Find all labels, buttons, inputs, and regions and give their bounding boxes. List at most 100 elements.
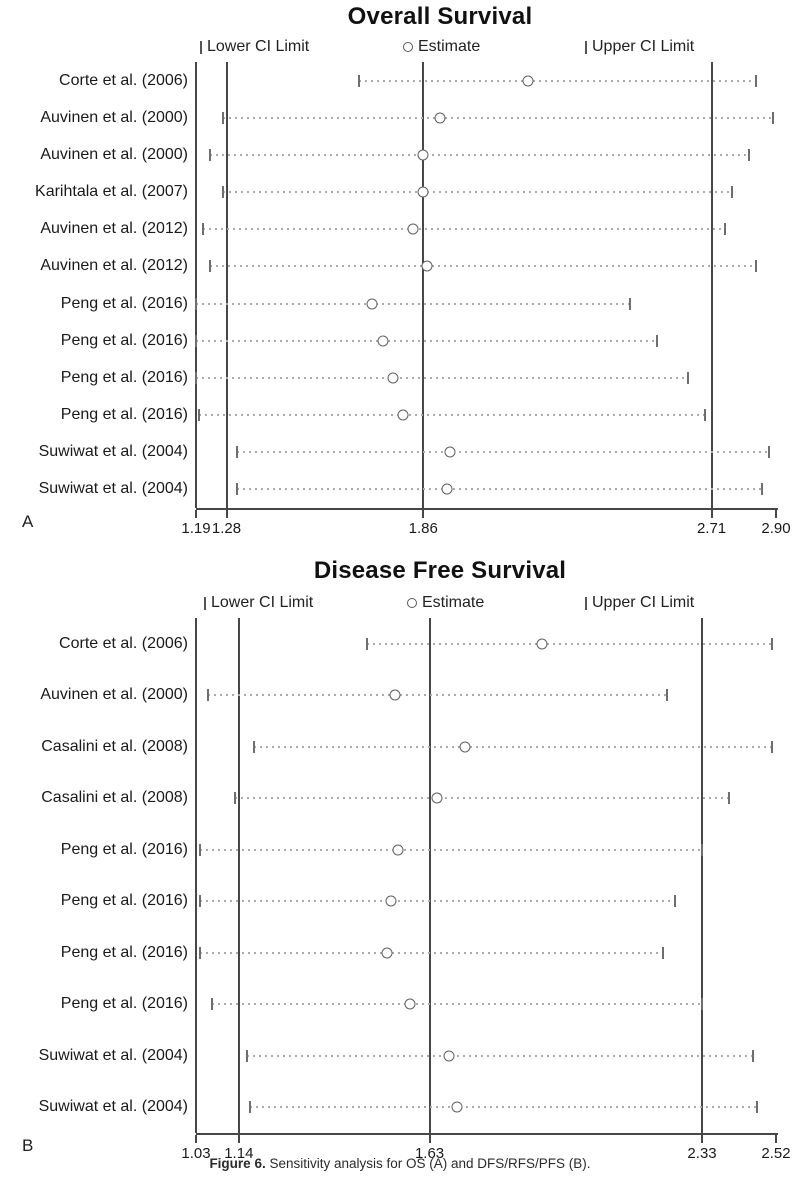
legend-estimate: Estimate (403, 38, 480, 56)
ci-dotted-line (367, 642, 773, 645)
ci-dotted-line (207, 694, 667, 697)
ci-lower-tick (210, 998, 213, 1011)
ci-dotted-line (236, 451, 770, 454)
ci-lower-tick (198, 843, 201, 856)
x-axis-tick-label: 1.03 (181, 1145, 211, 1162)
ci-upper-tick (771, 740, 774, 753)
legend-upper-ci: Upper CI Limit (585, 38, 694, 56)
study-label: Karihtala et al. (2007) (35, 183, 188, 201)
estimate-marker (421, 260, 433, 272)
estimate-marker (522, 75, 534, 87)
ci-lower-tick (195, 334, 197, 347)
estimate-marker (451, 1101, 463, 1113)
study-label: Casalini et al. (2008) (41, 737, 188, 755)
study-label: Peng et al. (2016) (60, 840, 188, 858)
estimate-marker (431, 792, 443, 804)
legend-estimate-label: Estimate (418, 38, 481, 55)
ci-upper-tick (662, 946, 665, 959)
ci-dotted-line (209, 153, 749, 156)
estimate-marker (536, 638, 548, 650)
ci-dotted-line (223, 191, 732, 194)
x-axis-tick-label: 2.33 (687, 1145, 717, 1162)
x-axis-tick (775, 510, 777, 518)
ci-upper-tick (701, 998, 704, 1011)
ci-upper-tick (629, 297, 632, 310)
ci-dotted-line (234, 797, 730, 800)
estimate-marker (389, 689, 401, 701)
study-label: Auvinen et al. (2000) (40, 145, 188, 163)
figure-caption: Figure 6. Sensitivity analysis for OS (A… (0, 1156, 800, 1171)
ci-upper-tick (747, 148, 750, 161)
estimate-marker (392, 844, 404, 856)
x-axis-tick (422, 510, 425, 518)
estimate-marker (417, 186, 429, 198)
study-label: Peng et al. (2016) (60, 368, 188, 386)
ci-upper-tick (666, 689, 668, 702)
legend-estimate: Estimate (407, 594, 484, 612)
estimate-marker (381, 947, 393, 959)
study-label: Corte et al. (2006) (59, 71, 188, 89)
estimate-marker (443, 1050, 455, 1062)
ci-dotted-line (209, 265, 756, 268)
study-label: Suwiwat et al. (2004) (38, 443, 188, 461)
ci-lower-tick (235, 446, 238, 459)
ci-lower-tick (198, 895, 201, 908)
estimate-marker (397, 409, 409, 421)
ci-dotted-line (246, 1054, 753, 1057)
ci-lower-tick (195, 297, 197, 310)
legend-upper-ci-label: Upper CI Limit (592, 38, 695, 55)
x-axis-tick (710, 510, 713, 518)
x-axis-tick (195, 1135, 197, 1143)
figure-caption-number: Figure 6. (209, 1156, 266, 1171)
ci-lower-tick (208, 260, 211, 273)
tick-icon (585, 596, 587, 610)
x-axis-tick (701, 1135, 704, 1143)
ci-upper-tick (703, 409, 706, 422)
tick-icon (204, 596, 206, 610)
ci-upper-tick (755, 1101, 758, 1114)
x-axis-tick-label: 2.71 (696, 520, 727, 537)
ci-upper-tick (724, 223, 727, 236)
x-axis-tick-label: 1.28 (211, 520, 242, 537)
legend-lower-ci: Lower CI Limit (204, 594, 313, 612)
ci-upper-tick (771, 637, 774, 650)
panel-b-title: Disease Free Survival (313, 557, 567, 584)
x-axis-line (196, 508, 778, 510)
x-axis-tick-label: 1.86 (408, 520, 438, 537)
panel-a-letter: A (22, 512, 34, 531)
legend-estimate-label: Estimate (422, 594, 485, 611)
ci-lower-tick (208, 148, 211, 161)
study-label: Auvinen et al. (2000) (40, 108, 188, 126)
ci-lower-tick (222, 186, 225, 199)
study-label: Suwiwat et al. (2004) (38, 1098, 188, 1116)
ci-upper-tick (761, 483, 764, 496)
study-label: Peng et al. (2016) (60, 995, 188, 1013)
ci-upper-tick (730, 186, 733, 199)
study-label: Auvinen et al. (2000) (40, 686, 188, 704)
ci-lower-tick (233, 792, 236, 805)
reference-line (428, 618, 431, 1133)
ci-lower-tick (357, 74, 360, 87)
legend-lower-ci-label: Lower CI Limit (207, 38, 310, 55)
x-axis-tick-label: 1.63 (414, 1145, 445, 1162)
panel-b-letter: B (22, 1136, 34, 1155)
ci-dotted-line (223, 116, 773, 119)
reference-line (710, 62, 713, 508)
study-label: Peng et al. (2016) (60, 331, 188, 349)
study-label: Peng et al. (2016) (60, 943, 188, 961)
ci-lower-tick (206, 689, 209, 702)
study-label: Auvinen et al. (2012) (40, 257, 188, 275)
x-axis-tick (428, 1135, 431, 1143)
reference-line (701, 618, 704, 1133)
estimate-marker (459, 741, 471, 753)
tick-icon (200, 40, 202, 54)
ci-dotted-line (254, 745, 773, 748)
ci-dotted-line (196, 339, 658, 342)
estimate-marker (434, 112, 446, 124)
legend-upper-ci: Upper CI Limit (585, 594, 694, 612)
circle-icon (403, 42, 413, 52)
ci-dotted-line (250, 1106, 757, 1109)
plot-left-border (195, 618, 197, 1133)
reference-line (225, 62, 228, 508)
